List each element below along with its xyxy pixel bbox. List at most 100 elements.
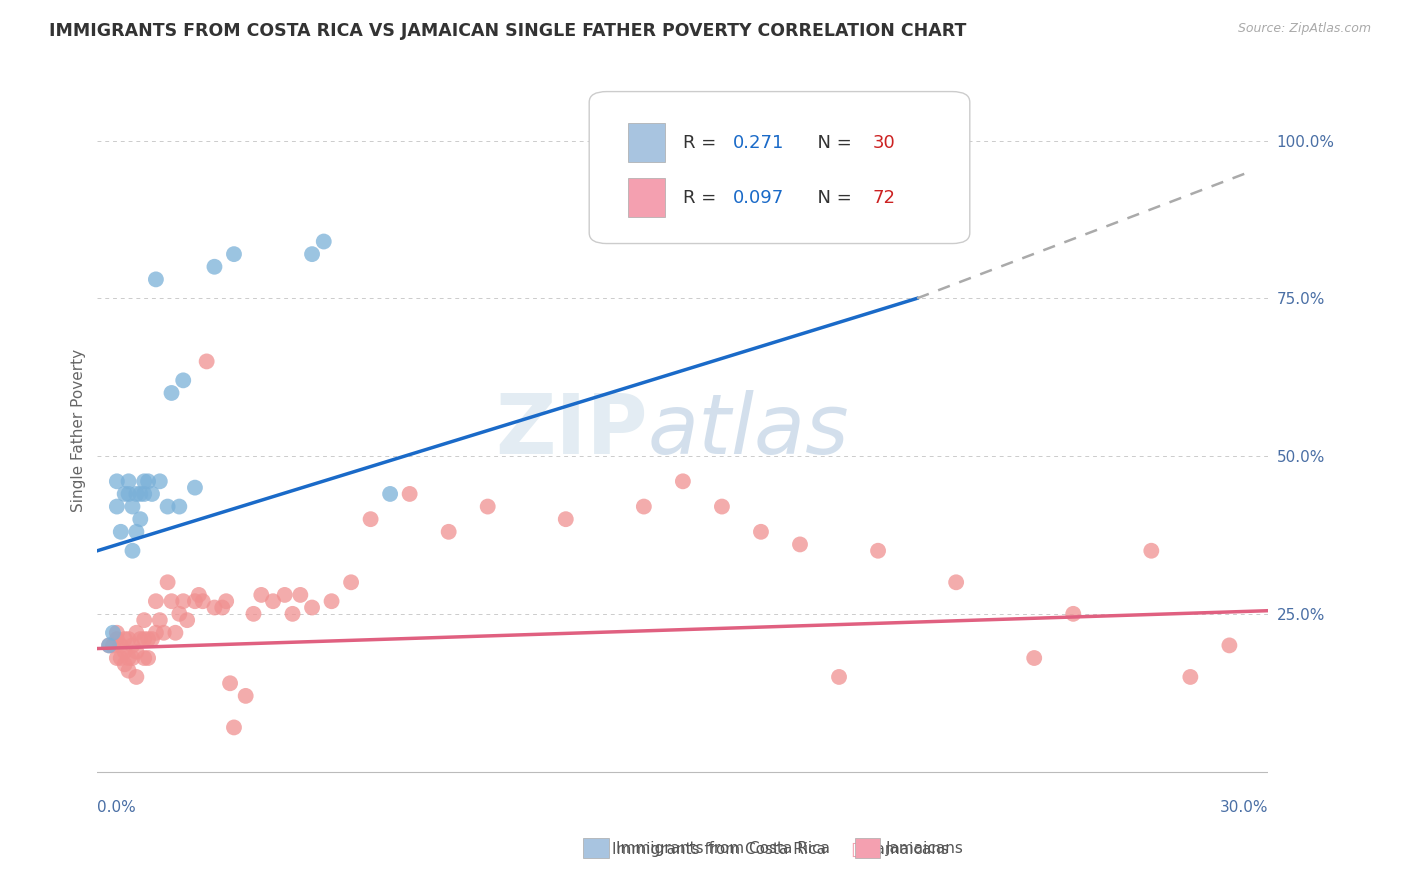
Point: [125, 625, 148, 640]
Point: [98, 639, 121, 653]
Point: [749, 524, 772, 539]
Point: [554, 512, 576, 526]
Point: [114, 657, 136, 672]
Point: [204, 600, 226, 615]
Point: [222, 721, 245, 735]
Y-axis label: Single Father Poverty: Single Father Poverty: [72, 350, 86, 512]
Point: [121, 639, 143, 653]
Point: [141, 487, 163, 501]
Point: [312, 235, 335, 249]
Text: N =: N =: [806, 134, 858, 152]
Point: [125, 645, 148, 659]
Point: [1218, 639, 1240, 653]
Point: [945, 575, 967, 590]
Point: [105, 632, 128, 646]
Point: [101, 639, 124, 653]
Point: [301, 247, 323, 261]
Point: [134, 487, 156, 501]
Point: [301, 600, 323, 615]
Point: [145, 625, 167, 640]
Point: [152, 625, 174, 640]
Point: [134, 475, 156, 489]
Point: [172, 594, 194, 608]
Point: [134, 651, 156, 665]
Point: [191, 594, 214, 608]
Point: [145, 272, 167, 286]
Point: [105, 475, 128, 489]
Point: [125, 524, 148, 539]
Point: [477, 500, 499, 514]
Text: Jamaicans: Jamaicans: [872, 842, 949, 856]
Point: [134, 632, 156, 646]
Point: [121, 651, 143, 665]
Point: [105, 500, 128, 514]
Point: [281, 607, 304, 621]
Point: [160, 594, 183, 608]
Point: [136, 475, 159, 489]
Point: [105, 651, 128, 665]
Point: [117, 487, 139, 501]
Point: [262, 594, 284, 608]
Point: [242, 607, 264, 621]
Point: [437, 524, 460, 539]
Point: [211, 600, 233, 615]
Point: [129, 632, 152, 646]
Point: [117, 632, 139, 646]
Point: [129, 512, 152, 526]
Point: [1062, 607, 1084, 621]
Point: [169, 607, 191, 621]
Point: [184, 594, 207, 608]
Point: [125, 487, 148, 501]
Point: [121, 500, 143, 514]
Point: [117, 651, 139, 665]
Point: [219, 676, 242, 690]
FancyBboxPatch shape: [589, 92, 970, 244]
Point: [204, 260, 226, 274]
Text: 0.271: 0.271: [734, 134, 785, 152]
Point: [129, 487, 152, 501]
Point: [274, 588, 297, 602]
Point: [321, 594, 343, 608]
Point: [672, 475, 695, 489]
Point: [136, 632, 159, 646]
Point: [195, 354, 218, 368]
Point: [187, 588, 209, 602]
Text: 72: 72: [873, 189, 896, 207]
Point: [184, 481, 207, 495]
Point: [868, 543, 890, 558]
Text: □: □: [591, 839, 609, 859]
Point: [114, 632, 136, 646]
Text: Immigrants from Costa Rica: Immigrants from Costa Rica: [612, 842, 825, 856]
Text: N =: N =: [806, 189, 858, 207]
Point: [114, 645, 136, 659]
FancyBboxPatch shape: [855, 838, 880, 858]
Point: [134, 613, 156, 627]
Point: [828, 670, 851, 684]
Point: [222, 247, 245, 261]
Point: [114, 487, 136, 501]
Text: Jamaicans: Jamaicans: [886, 841, 963, 855]
Text: ZIP: ZIP: [495, 391, 648, 471]
Text: Source: ZipAtlas.com: Source: ZipAtlas.com: [1237, 22, 1371, 36]
Text: 30: 30: [873, 134, 896, 152]
Text: □: □: [851, 839, 869, 859]
Point: [117, 664, 139, 678]
Point: [105, 625, 128, 640]
Text: R =: R =: [683, 134, 721, 152]
Point: [101, 625, 124, 640]
Point: [710, 500, 733, 514]
Point: [1140, 543, 1163, 558]
Text: atlas: atlas: [648, 391, 849, 471]
Point: [169, 500, 191, 514]
FancyBboxPatch shape: [583, 838, 609, 858]
Text: 0.097: 0.097: [734, 189, 785, 207]
Point: [340, 575, 363, 590]
Point: [156, 500, 179, 514]
Point: [398, 487, 420, 501]
Text: R =: R =: [683, 189, 721, 207]
Point: [98, 639, 121, 653]
Point: [110, 524, 132, 539]
Text: 0.0%: 0.0%: [97, 800, 136, 815]
FancyBboxPatch shape: [628, 178, 665, 218]
Point: [378, 487, 401, 501]
